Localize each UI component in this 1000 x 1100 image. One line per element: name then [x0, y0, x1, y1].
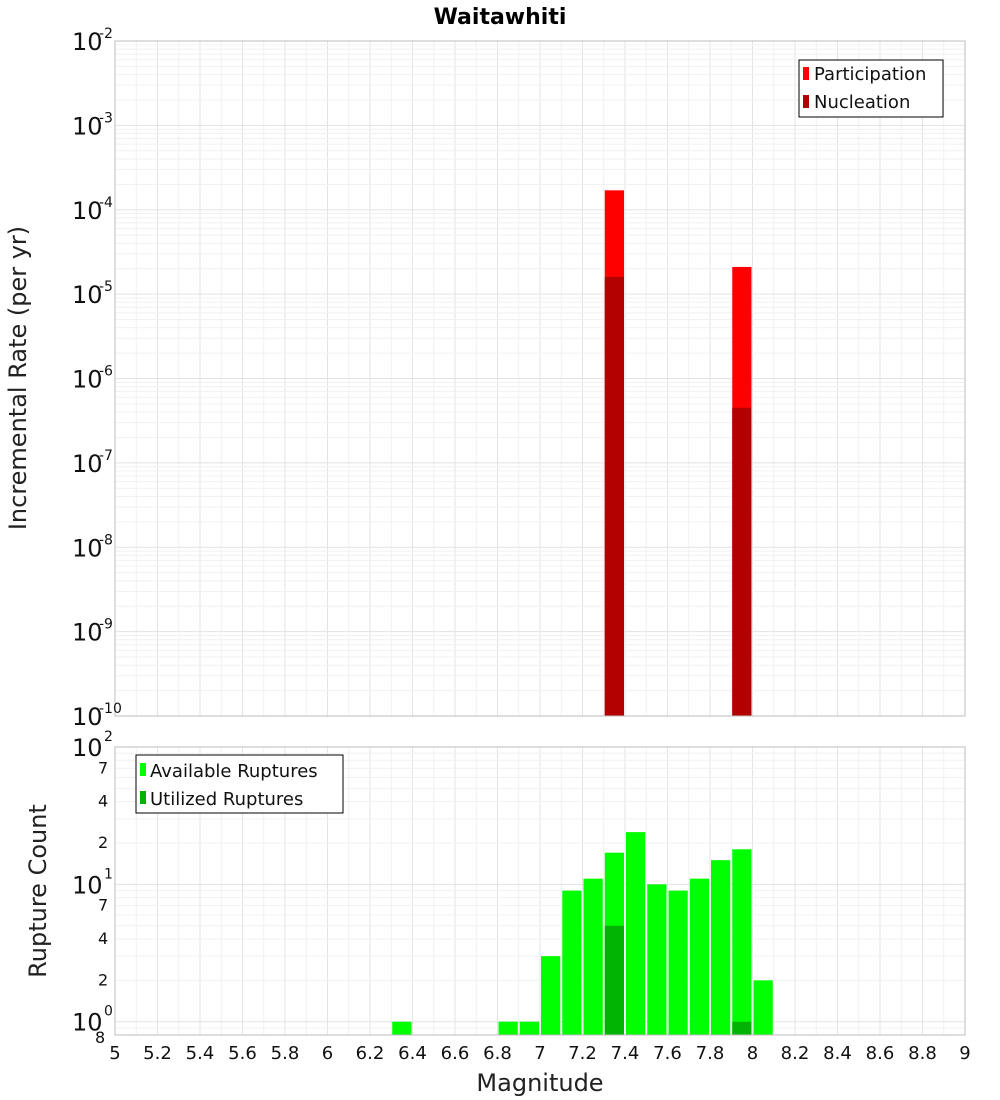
x-tick-label: 8.8	[908, 1043, 937, 1064]
bar-available-ruptures	[519, 1021, 539, 1035]
bottom-legend: Available Ruptures Utilized Ruptures	[135, 754, 344, 814]
x-tick-label: 6.6	[441, 1043, 470, 1064]
legend-label-nucleation: Nucleation	[814, 92, 910, 113]
x-tick-labels: 5 5.2 5.4 5.6 5.8 6 6.2 6.4 6.6 6.8 7 7.2 7.4 7.6 7.8 8…	[109, 1043, 970, 1064]
top-y-tick-label: 10	[72, 450, 103, 478]
bottom-y-tick-exponent: 0	[104, 1004, 113, 1020]
bottom-y-minor-tick-label: 4	[98, 792, 108, 811]
top-y-tick-label: 10	[72, 112, 103, 140]
top-y-tick-label: 10	[72, 619, 103, 647]
top-plot-frame	[114, 40, 966, 717]
bottom-y-tick-label: 10	[72, 871, 103, 899]
top-y-tick-label: 10	[72, 281, 103, 309]
top-y-tick-exponent: -3	[99, 110, 113, 126]
legend-swatch-nucleation	[803, 95, 809, 108]
x-tick-label: 6.8	[483, 1043, 512, 1064]
x-tick-label: 5.8	[271, 1043, 300, 1064]
top-y-tick-exponent: -9	[99, 617, 113, 633]
bar-nucleation	[732, 407, 752, 716]
bar-available-ruptures	[711, 860, 731, 1035]
x-tick-label: 8.2	[781, 1043, 810, 1064]
legend-label-available: Available Ruptures	[150, 761, 318, 782]
x-tick-label: 8	[747, 1043, 758, 1064]
x-tick-label: 5	[109, 1043, 120, 1064]
x-tick-label: 5.4	[186, 1043, 215, 1064]
top-legend-box	[798, 59, 944, 118]
top-y-tick-exponent: -8	[99, 532, 113, 548]
top-y-tick-label: 10	[72, 197, 103, 225]
bottom-y-minor-tick-label: 4	[98, 929, 108, 948]
x-tick-label: 7	[534, 1043, 545, 1064]
top-y-tick-exponent: -6	[99, 364, 113, 380]
x-tick-label: 7.4	[611, 1043, 640, 1064]
bottom-y-minor-tick-label: 8	[95, 1028, 105, 1047]
x-axis-title: Magnitude	[476, 1069, 603, 1097]
bar-available-ruptures	[626, 832, 646, 1035]
bottom-bars	[392, 832, 773, 1035]
top-y-tick-exponent: -10	[99, 701, 122, 717]
bar-available-ruptures	[392, 1021, 412, 1035]
x-tick-label: 5.6	[228, 1043, 257, 1064]
bottom-y-minor-tick-label: 2	[98, 833, 108, 852]
bar-available-ruptures	[498, 1021, 518, 1035]
x-tick-label: 7.8	[696, 1043, 725, 1064]
x-tick-label: 7.6	[653, 1043, 682, 1064]
top-gridlines	[114, 41, 966, 717]
top-y-tick-exponent: -2	[99, 26, 113, 42]
bottom-y-minor-tick-label: 7	[98, 758, 108, 777]
bottom-y-minor-tick-label: 2	[98, 970, 108, 989]
bar-available-ruptures	[583, 878, 603, 1035]
top-y-tick-exponent: -7	[99, 448, 113, 464]
legend-label-utilized: Utilized Ruptures	[150, 789, 303, 810]
top-bars	[604, 190, 752, 716]
top-y-tick-exponent: -4	[99, 195, 113, 211]
x-tick-label: 5.2	[143, 1043, 172, 1064]
bar-available-ruptures	[541, 956, 561, 1035]
legend-swatch-participation	[803, 67, 809, 80]
top-y-tick-label: 10	[72, 366, 103, 394]
bottom-y-tick-label: 10	[72, 1009, 103, 1037]
bar-utilized-ruptures	[604, 925, 624, 1035]
x-tick-label: 6	[322, 1043, 333, 1064]
bar-available-ruptures	[668, 890, 688, 1035]
x-tick-label: 8.6	[866, 1043, 895, 1064]
bottom-plot-frame	[114, 746, 966, 1036]
bottom-y-tick-label: 10	[72, 734, 103, 762]
bar-available-ruptures	[753, 980, 773, 1035]
x-tick-label: 6.4	[398, 1043, 427, 1064]
bar-available-ruptures	[732, 849, 752, 1035]
bottom-y-tick-exponent: 1	[104, 866, 113, 882]
legend-label-participation: Participation	[814, 64, 926, 85]
x-tick-label: 7.2	[568, 1043, 597, 1064]
top-y-tick-exponent: -5	[99, 279, 113, 295]
x-tick-label: 8.4	[823, 1043, 852, 1064]
top-legend: Participation Nucleation	[798, 59, 944, 118]
x-tick-label: 6.2	[356, 1043, 385, 1064]
bar-utilized-ruptures	[732, 1021, 752, 1035]
bar-nucleation	[604, 276, 624, 716]
top-y-tick-label: 10	[72, 703, 103, 731]
bottom-legend-box	[135, 754, 344, 814]
x-tick-label: 9	[959, 1043, 970, 1064]
top-y-tick-label: 10	[72, 534, 103, 562]
bottom-y-minor-tick-label: 7	[98, 896, 108, 915]
top-y-tick-label: 10	[72, 28, 103, 56]
bar-available-ruptures	[689, 878, 709, 1035]
bottom-y-axis-title: Rupture Count	[24, 804, 52, 978]
bottom-y-tick-exponent: 2	[104, 729, 113, 745]
top-y-axis-title: Incremental Rate (per yr)	[4, 226, 32, 530]
legend-swatch-available	[140, 763, 146, 776]
chart-title: Waitawhiti	[434, 5, 567, 30]
bar-available-ruptures	[562, 890, 582, 1035]
bar-available-ruptures	[647, 884, 667, 1035]
legend-swatch-utilized	[140, 791, 146, 804]
